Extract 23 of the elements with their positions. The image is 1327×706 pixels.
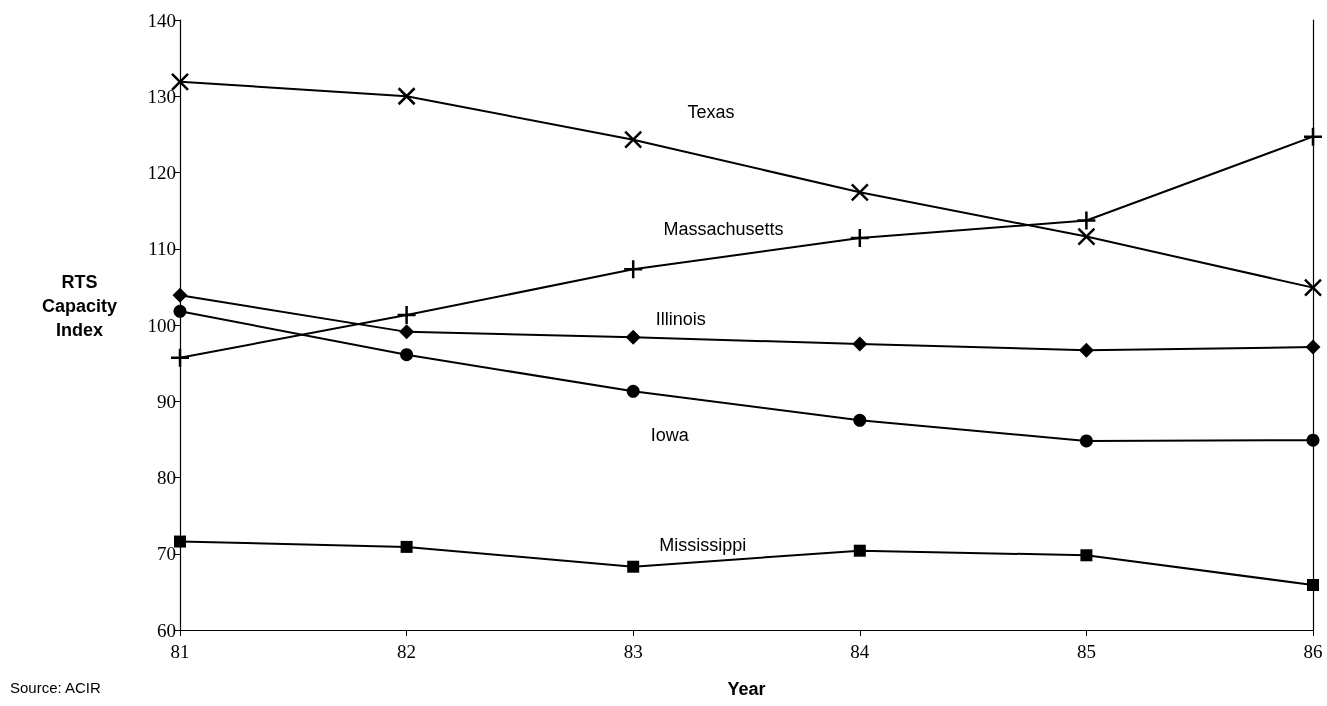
y-axis-title: RTS Capacity Index — [41, 272, 118, 340]
x-axis-title: Year — [727, 679, 766, 699]
x-tick-label: 85 — [1076, 641, 1096, 662]
x-tick-label: 83 — [623, 641, 643, 662]
series-label: Texas — [687, 101, 735, 122]
series-label: Iowa — [650, 425, 690, 446]
y-tick-label: 90 — [157, 390, 176, 412]
y-tick-label: 110 — [148, 238, 176, 260]
y-tick-label: 130 — [147, 85, 176, 107]
x-tick-label: 81 — [170, 641, 190, 662]
series-label: Massachusetts — [663, 219, 784, 240]
y-tick-label: 120 — [147, 162, 176, 183]
y-tick-label: 100 — [147, 314, 176, 336]
y-tick-label: 80 — [157, 467, 176, 488]
y-tick-label: 60 — [157, 619, 176, 641]
series-label: Illinois — [655, 309, 706, 330]
y-tick-label: 140 — [147, 9, 176, 31]
x-tick-label: 82 — [397, 641, 417, 662]
series-label: Mississippi — [659, 534, 747, 555]
y-tick-label: 70 — [157, 543, 176, 565]
x-tick-label: 84 — [850, 641, 870, 662]
source-note: Source: ACIR — [10, 679, 102, 696]
x-tick-label: 86 — [1303, 641, 1323, 662]
